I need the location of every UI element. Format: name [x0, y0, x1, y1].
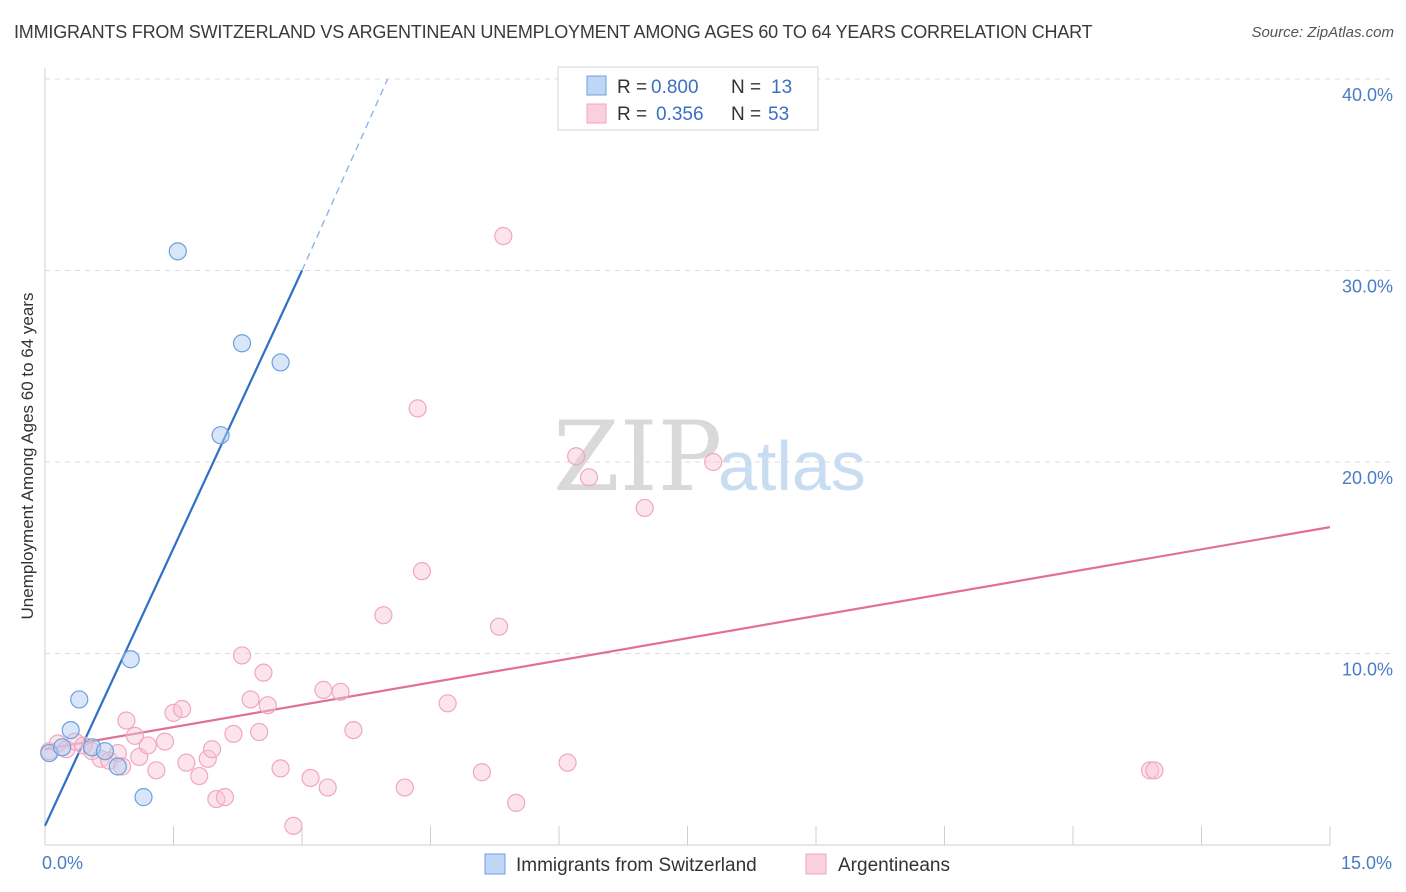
point-argentineans-17 — [172, 699, 192, 719]
point-argentineans-13 — [138, 736, 157, 755]
watermark-zip: ZIP — [553, 401, 722, 513]
point-argentineans-45 — [507, 793, 526, 812]
point-switzerland-11 — [271, 353, 290, 372]
series-legend: Immigrants from Switzerland Argentineans — [484, 853, 950, 876]
trend-line-switzerland-extension — [301, 78, 389, 271]
point-argentineans-39 — [408, 399, 427, 418]
point-switzerland-3 — [70, 690, 89, 709]
point-switzerland-7 — [134, 788, 153, 807]
bottom-legend-label-argentineans: Argentineans — [838, 855, 950, 876]
point-argentineans-44 — [494, 226, 513, 246]
grid — [45, 78, 1392, 654]
point-argentineans-21 — [202, 740, 222, 759]
y-axis-label: Unemployment Among Ages 60 to 64 years — [18, 293, 37, 620]
point-argentineans-25 — [232, 646, 252, 665]
point-argentineans-41 — [438, 694, 457, 713]
point-argentineans-34 — [318, 778, 337, 797]
point-argentineans-11 — [125, 726, 145, 745]
y-tick-label-3: 40.0% — [1342, 85, 1393, 105]
point-argentineans-18 — [177, 753, 196, 772]
point-switzerland-10 — [232, 334, 252, 353]
point-argentineans-51 — [1140, 761, 1160, 780]
x-tick-label-max: 15.0% — [1341, 853, 1392, 873]
point-argentineans-19 — [190, 766, 209, 786]
point-argentineans-35 — [331, 682, 350, 701]
switzerland-points — [40, 242, 290, 807]
watermark: ZIP atlas — [553, 401, 866, 513]
trend-lines — [44, 78, 1331, 827]
point-argentineans-47 — [567, 447, 586, 466]
point-argentineans-48 — [579, 468, 599, 487]
point-switzerland-2 — [61, 720, 80, 740]
point-argentineans-29 — [258, 696, 277, 715]
legend-n-label-argentineans: N = — [731, 104, 761, 125]
point-argentineans-26 — [241, 690, 260, 709]
point-argentineans-42 — [472, 763, 491, 782]
legend-swatch-switzerland — [586, 75, 607, 96]
point-argentineans-28 — [254, 663, 273, 682]
chart-title: IMMIGRANTS FROM SWITZERLAND VS ARGENTINE… — [14, 22, 1093, 42]
point-argentineans-40 — [412, 562, 432, 581]
point-switzerland-5 — [108, 757, 127, 776]
trend-line-switzerland — [44, 270, 303, 827]
point-switzerland-1 — [53, 738, 72, 757]
point-argentineans-14 — [147, 761, 166, 780]
point-argentineans-50 — [704, 452, 723, 472]
legend-r-label-switzerland: R = — [617, 77, 647, 98]
bottom-legend-swatch-argentineans — [805, 853, 827, 875]
x-tick-label-min: 0.0% — [42, 853, 83, 873]
point-argentineans-24 — [224, 724, 243, 744]
legend-r-label-argentineans: R = — [617, 104, 647, 125]
point-argentineans-30 — [271, 759, 290, 778]
point-switzerland-12 — [95, 742, 115, 761]
point-argentineans-46 — [558, 753, 577, 772]
legend-n-value-switzerland: 13 — [771, 77, 792, 98]
argentineans-points — [40, 226, 1164, 835]
point-argentineans-33 — [314, 680, 333, 699]
y-tick-labels: 10.0% 20.0% 30.0% 40.0% — [1342, 85, 1393, 680]
point-argentineans-52 — [1145, 761, 1164, 780]
trend-line-argentineans — [44, 526, 1331, 751]
watermark-atlas: atlas — [718, 427, 866, 505]
point-switzerland-9 — [211, 426, 230, 445]
x-tick-labels: 0.0% 15.0% — [42, 853, 1392, 873]
bottom-legend-swatch-switzerland — [484, 853, 506, 875]
legend-n-label-switzerland: N = — [731, 77, 761, 98]
axes — [44, 68, 1331, 846]
y-tick-label-2: 30.0% — [1342, 277, 1393, 297]
point-argentineans-37 — [374, 606, 393, 625]
point-switzerland-6 — [121, 650, 140, 669]
point-argentineans-31 — [284, 816, 303, 835]
legend-r-value-switzerland: 0.800 — [651, 77, 699, 98]
point-argentineans-43 — [489, 617, 509, 636]
point-argentineans-10 — [117, 711, 136, 730]
legend-n-value-argentineans: 53 — [768, 104, 789, 125]
point-argentineans-20 — [198, 749, 217, 768]
correlation-legend: R = 0.800 N = 13 R = 0.356 N = 53 — [557, 66, 819, 131]
point-argentineans-27 — [250, 722, 269, 742]
chart-source: Source: ZipAtlas.com — [1251, 24, 1394, 41]
y-tick-label-0: 10.0% — [1342, 660, 1393, 680]
legend-swatch-argentineans — [586, 103, 607, 124]
point-argentineans-23 — [215, 788, 234, 807]
legend-r-value-argentineans: 0.356 — [656, 104, 704, 125]
point-argentineans-36 — [344, 720, 363, 740]
bottom-legend-label-switzerland: Immigrants from Switzerland — [516, 855, 757, 876]
point-switzerland-8 — [168, 242, 187, 261]
point-argentineans-38 — [395, 778, 414, 797]
point-argentineans-32 — [301, 768, 320, 788]
point-argentineans-49 — [635, 498, 654, 518]
y-tick-label-1: 20.0% — [1342, 468, 1393, 488]
point-argentineans-15 — [155, 732, 175, 751]
point-argentineans-16 — [164, 703, 183, 722]
